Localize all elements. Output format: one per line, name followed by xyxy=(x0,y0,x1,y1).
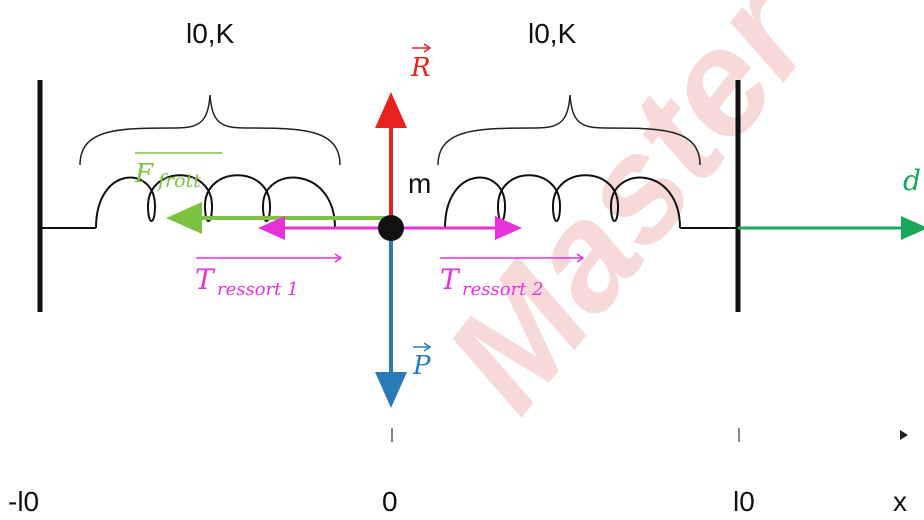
tension1-label-sub: ressort 1 xyxy=(217,279,299,300)
weight-label: P xyxy=(412,351,431,381)
axis-label-origin: 0 xyxy=(382,486,398,517)
tension1-label-main: T xyxy=(195,263,216,296)
weight-overarrow-head xyxy=(423,342,432,352)
reaction-label: R xyxy=(410,53,431,83)
tension2-label-sub: ressort 2 xyxy=(462,279,544,300)
tension1-overarrow-head xyxy=(334,253,343,263)
mass-label: m xyxy=(408,168,431,199)
tension2-label-main: T xyxy=(440,263,461,296)
mass-point xyxy=(378,215,404,241)
axis-end-marker xyxy=(900,430,908,440)
left-spring xyxy=(40,174,375,229)
left-spring-brace xyxy=(79,94,341,166)
friction-label-main: F xyxy=(134,159,154,189)
tension2-overarrow-head xyxy=(576,253,585,263)
reaction-overarrow-head xyxy=(423,43,432,53)
right-spring-params-label: l0,K xyxy=(528,18,577,49)
left-spring-params-label: l0,K xyxy=(186,18,235,49)
friction-label-sub: frott xyxy=(156,170,201,192)
axis-label-l0: l0 xyxy=(733,486,755,517)
axis-name-x: x xyxy=(893,486,907,517)
watermark-text: Master xyxy=(413,0,848,440)
axis-label-minus-l0: -l0 xyxy=(8,486,39,517)
displacement-label: d xyxy=(903,164,921,197)
right-spring-brace xyxy=(437,94,701,166)
